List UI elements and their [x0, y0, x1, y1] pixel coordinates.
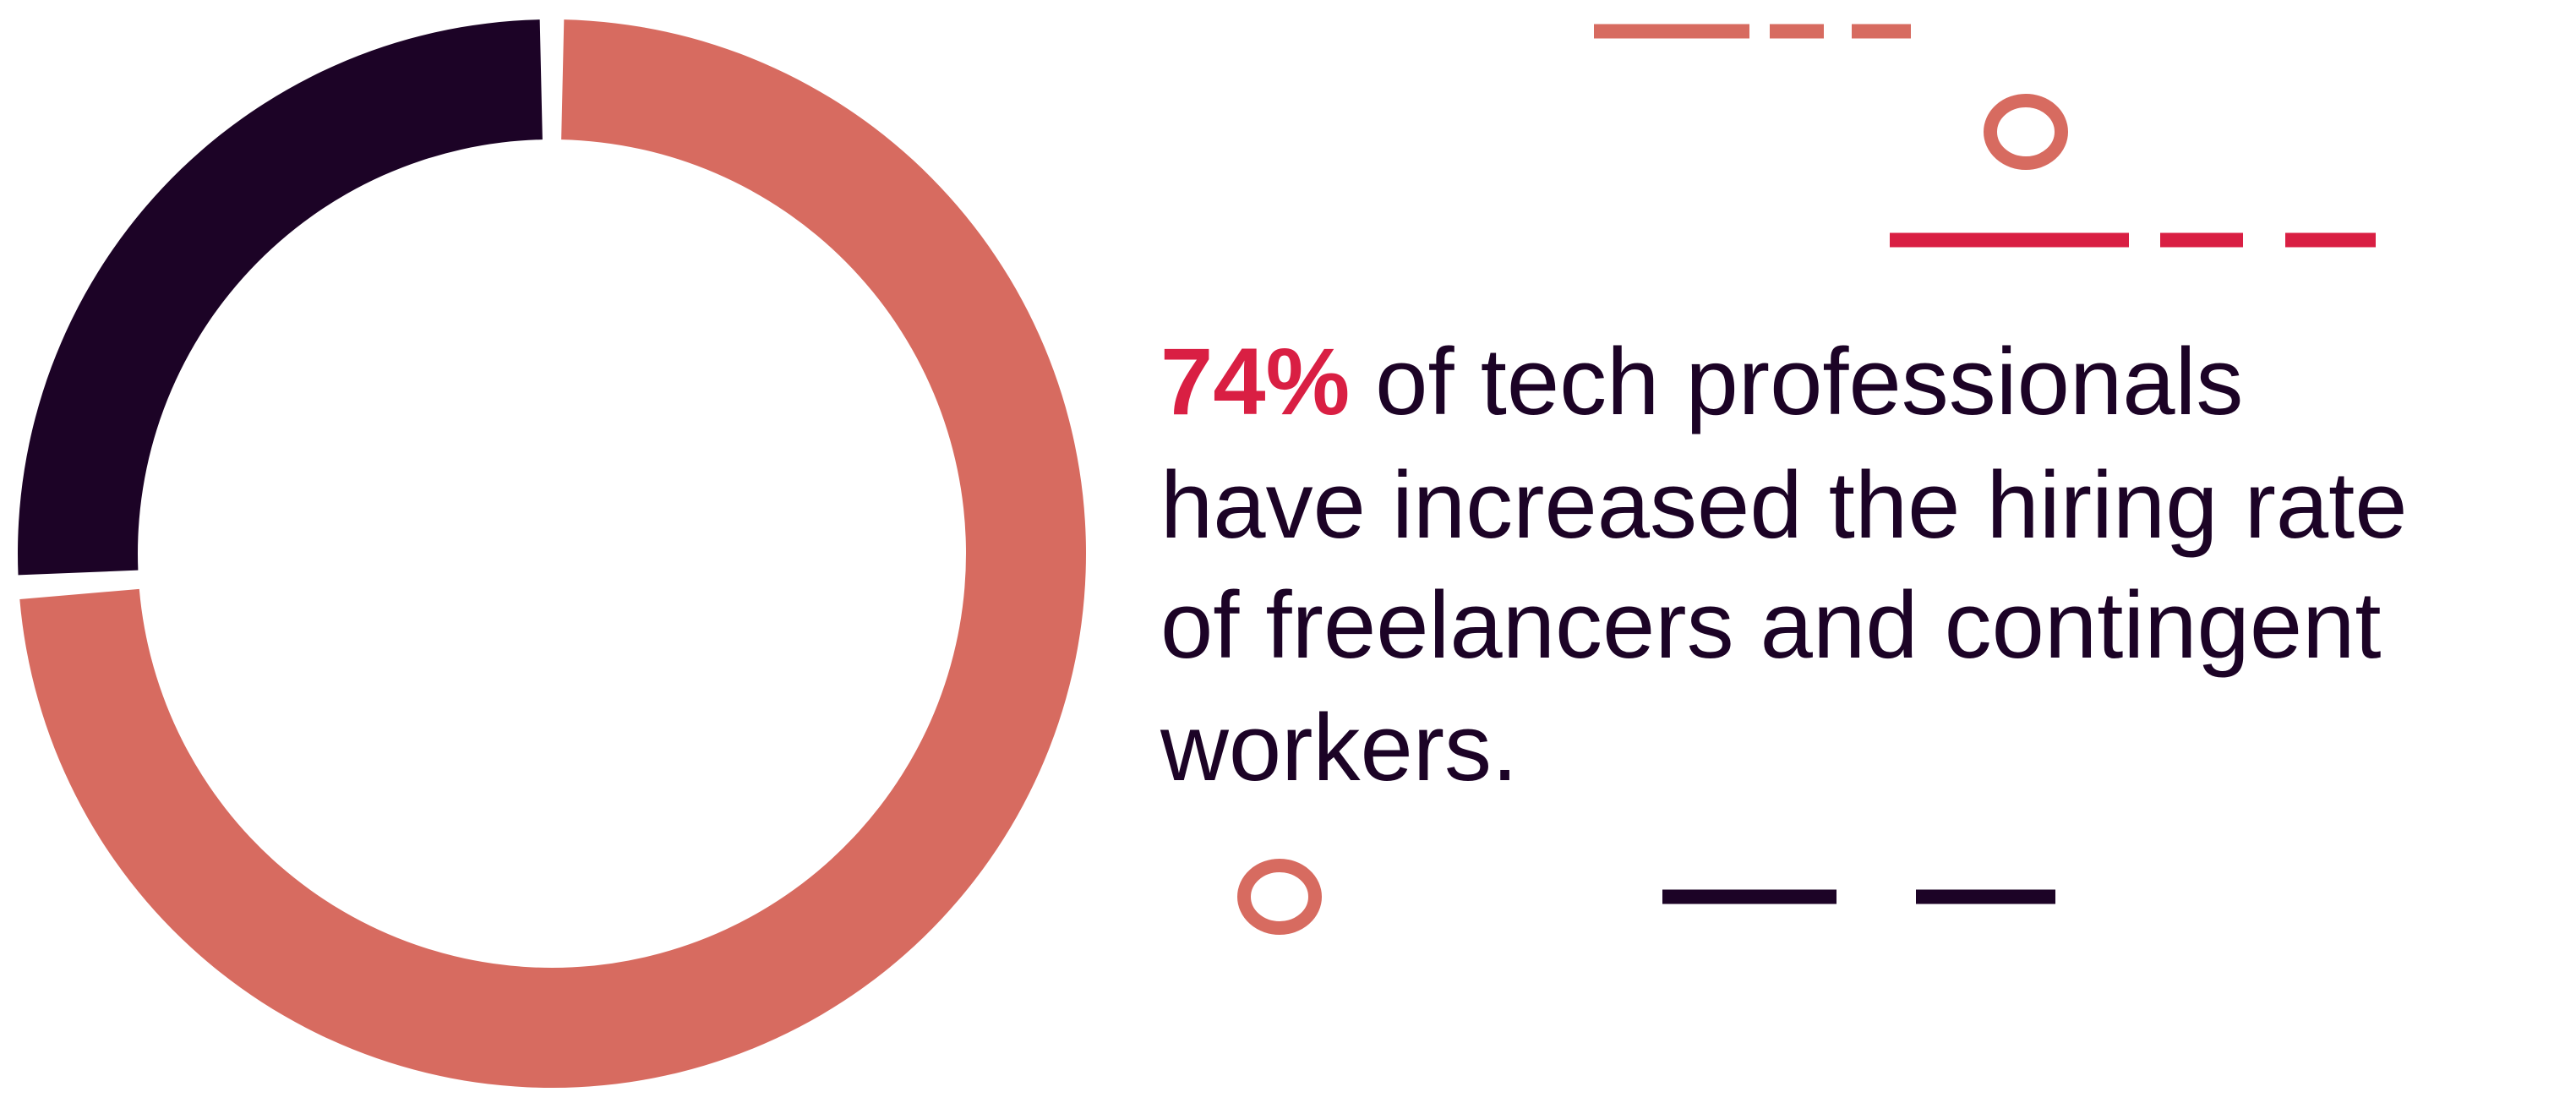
- caption-line: workers.: [1160, 695, 1518, 800]
- caption: 74% of tech professionals have increased …: [1160, 329, 2408, 800]
- ring: [1984, 94, 2068, 170]
- value-label: 74%: [1160, 329, 1350, 434]
- donut: [17, 19, 1086, 1089]
- caption-line: have increased the hiring rate: [1160, 452, 2408, 558]
- caption-line: 74% of tech professionals: [1160, 329, 2243, 434]
- caption-text: of tech professionals: [1375, 329, 2243, 434]
- decorations: [1237, 24, 2376, 935]
- caption-line: of freelancers and contingent: [1160, 572, 2382, 678]
- ring: [1237, 859, 1322, 935]
- donut-segment: [17, 19, 543, 576]
